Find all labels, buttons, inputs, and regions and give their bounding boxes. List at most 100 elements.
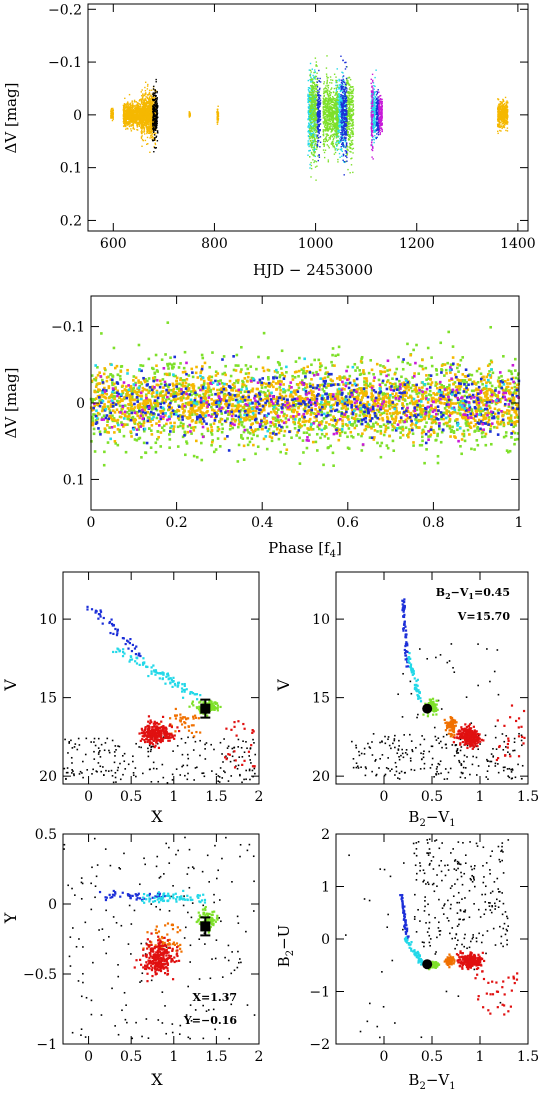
lightcurve-point <box>504 96 507 99</box>
lightcurve-point <box>135 122 137 124</box>
lightcurve-point <box>150 136 153 139</box>
lightcurve-point <box>155 111 157 113</box>
lightcurve-point <box>148 125 150 128</box>
lightcurve-point <box>499 125 501 127</box>
lightcurve-point <box>308 69 311 71</box>
lightcurve-point <box>502 114 505 116</box>
lightcurve-point <box>351 143 353 145</box>
lightcurve-point <box>323 113 326 116</box>
lightcurve-point <box>499 129 501 132</box>
lightcurve-point <box>374 113 376 115</box>
lightcurve-point <box>135 108 138 110</box>
lightcurve-point <box>313 153 315 155</box>
lightcurve-point <box>323 99 325 101</box>
lightcurve-point <box>146 85 149 87</box>
lightcurve-point <box>343 139 345 141</box>
lightcurve-point <box>502 100 504 103</box>
lightcurve-point <box>146 109 148 111</box>
lightcurve-point <box>130 110 133 112</box>
lightcurve-point <box>309 167 311 169</box>
lightcurve-point <box>151 112 153 114</box>
lightcurve-point <box>311 106 313 108</box>
lightcurve-point <box>152 121 155 123</box>
lightcurve-point <box>326 100 329 103</box>
lightcurve-point <box>311 68 314 70</box>
lightcurve-point <box>334 104 336 106</box>
lightcurve-point <box>138 113 140 116</box>
lightcurve-point <box>337 108 339 110</box>
lightcurve-point <box>315 140 317 143</box>
lightcurve-point <box>129 122 131 124</box>
lightcurve-point <box>308 103 310 106</box>
lightcurve-point <box>188 116 191 118</box>
lightcurve-point <box>129 109 132 112</box>
lightcurve-point <box>315 131 317 133</box>
lightcurve-point <box>502 120 504 123</box>
lightcurve-point <box>308 122 310 124</box>
lightcurve-point <box>498 120 501 123</box>
lightcurve-point <box>309 98 311 100</box>
lightcurve-point <box>153 151 155 153</box>
lightcurve-point <box>324 112 326 114</box>
lightcurve-point <box>140 132 143 134</box>
lightcurve-point <box>505 104 507 107</box>
lightcurve-point <box>145 111 147 114</box>
lightcurve-point <box>335 118 337 121</box>
lightcurve-point <box>313 87 315 89</box>
lightcurve-point <box>314 102 317 104</box>
lightcurve-point <box>322 102 325 104</box>
lightcurve-point <box>331 128 333 131</box>
lightcurve-point <box>497 118 499 121</box>
lightcurve-point <box>335 105 338 107</box>
lightcurve-point <box>339 99 342 101</box>
lightcurve-point <box>153 134 156 136</box>
lightcurve-point <box>307 135 310 137</box>
lightcurve-point <box>373 97 376 100</box>
lightcurve-point <box>502 126 504 128</box>
lightcurve-point <box>328 147 330 149</box>
lightcurve-point <box>337 141 339 143</box>
lightcurve-point <box>154 104 156 107</box>
lightcurve-point <box>123 106 125 108</box>
lightcurve-point <box>147 117 149 119</box>
lightcurve-point <box>151 130 154 132</box>
lightcurve-point <box>111 119 114 122</box>
lightcurve-point <box>501 127 503 130</box>
lightcurve-point <box>502 99 505 102</box>
lightcurve-point <box>150 127 152 129</box>
lightcurve-point <box>151 96 153 98</box>
lightcurve-point <box>149 98 151 101</box>
lightcurve-point <box>147 83 149 86</box>
lightcurve-point <box>307 118 309 120</box>
lightcurve-point <box>129 115 132 117</box>
lightcurve-point <box>329 99 332 101</box>
lightcurve-point <box>335 137 338 139</box>
lightcurve-point <box>326 122 328 125</box>
lightcurve-point <box>154 137 156 139</box>
lightcurve-point <box>323 125 326 127</box>
lightcurve-point <box>316 65 318 67</box>
lightcurve-point <box>141 145 143 147</box>
lightcurve-point <box>154 96 156 99</box>
lightcurve-point <box>374 76 376 79</box>
lightcurve-point <box>315 65 317 67</box>
lightcurve-point <box>124 114 127 116</box>
lightcurve-point <box>110 115 113 118</box>
lightcurve-point <box>323 117 326 119</box>
lightcurve-point <box>148 97 151 99</box>
lightcurve-point <box>334 151 337 154</box>
lightcurve-point <box>314 138 316 140</box>
lightcurve-point <box>142 116 145 119</box>
lightcurve-point <box>132 103 134 105</box>
lightcurve-point <box>314 135 316 137</box>
lightcurve-point <box>145 116 148 118</box>
lightcurve-point <box>137 106 140 108</box>
lightcurve-point <box>139 106 141 108</box>
lightcurve-point <box>501 114 503 116</box>
lightcurve-point <box>309 85 312 87</box>
lightcurve-point <box>502 113 505 115</box>
lightcurve-point <box>332 146 334 148</box>
lightcurve-point <box>332 111 334 113</box>
lightcurve-point <box>503 125 505 128</box>
lightcurve-point <box>310 115 313 117</box>
